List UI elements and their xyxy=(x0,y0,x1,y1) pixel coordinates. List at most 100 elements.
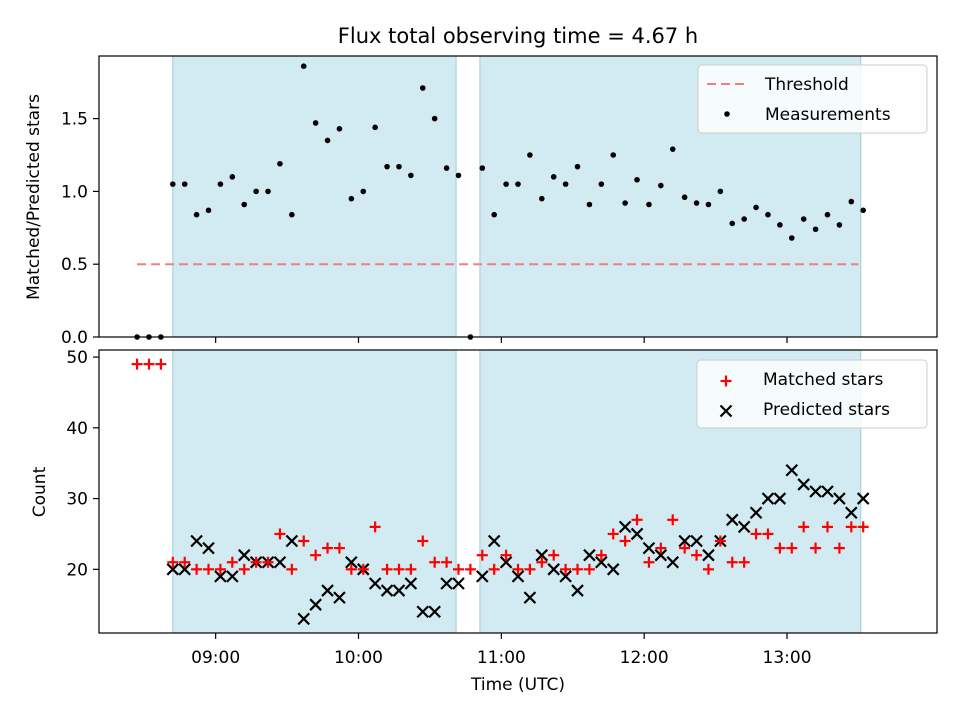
predicted-star-point xyxy=(535,548,549,562)
matched-star-point xyxy=(131,358,143,370)
measurement-point xyxy=(550,174,557,180)
measurement-point xyxy=(419,85,426,91)
predicted-star-point xyxy=(547,563,560,576)
predicted-star-point xyxy=(797,478,810,491)
measurement-point xyxy=(622,200,628,206)
matched-star-point xyxy=(572,563,584,575)
predicted-star-point xyxy=(845,506,858,520)
matched-star-point xyxy=(833,542,845,554)
y-tick-label: 50 xyxy=(66,348,88,368)
measurement-point xyxy=(812,226,819,233)
measurement-point xyxy=(658,182,664,189)
matched-star-point xyxy=(810,542,822,554)
measurement-point xyxy=(848,198,855,205)
top-axes-frame xyxy=(98,55,938,338)
matched-star-point xyxy=(274,528,286,540)
measurement-point xyxy=(669,146,676,152)
matched-star-point xyxy=(155,358,167,370)
predicted-star-point xyxy=(440,577,453,590)
matched-star-point xyxy=(714,535,726,547)
legend-matched-label: Matched stars xyxy=(763,370,883,390)
predicted-star-point xyxy=(571,584,584,597)
measurement-point xyxy=(598,181,605,187)
bottom-x-ticks: 09:00 10:00 11:00 12:00 13:00 xyxy=(191,633,812,668)
matched-star-point xyxy=(203,563,215,575)
matched-star-point xyxy=(441,556,453,568)
matched-star-point xyxy=(821,521,833,533)
matched-star-point xyxy=(464,563,476,575)
chart-title: Flux total observing time = 4.67 h xyxy=(338,24,698,48)
matched-star-point xyxy=(691,549,703,561)
measurement-point xyxy=(681,194,688,201)
measurement-point xyxy=(181,181,188,187)
predicted-star-point xyxy=(666,555,680,569)
measurement-point xyxy=(372,124,378,131)
measurement-point xyxy=(193,211,200,218)
bottom-axes-frame xyxy=(98,349,938,634)
matched-star-point xyxy=(560,563,572,575)
y-tick-label: 0.0 xyxy=(61,328,88,348)
measurement-point xyxy=(443,165,450,171)
matched-star-point xyxy=(214,563,226,575)
matched-star-point xyxy=(143,358,155,370)
matched-star-point xyxy=(238,563,250,575)
legend-matched-marker xyxy=(720,375,732,387)
predicted-star-point xyxy=(618,520,632,534)
measurement-point xyxy=(241,201,248,208)
matched-star-point xyxy=(298,535,310,547)
matched-star-point xyxy=(417,535,429,547)
y-tick-label: 20 xyxy=(66,560,88,580)
predicted-star-point xyxy=(345,555,358,569)
shaded-interval xyxy=(172,55,457,338)
matched-star-point xyxy=(369,521,381,533)
measurement-point xyxy=(753,204,759,211)
measurement-point xyxy=(312,120,319,126)
x-tick-label: 11:00 xyxy=(477,648,526,668)
predicted-star-point xyxy=(321,584,334,597)
predicted-star-point xyxy=(487,534,501,548)
measurement-point xyxy=(824,211,831,218)
matched-star-point xyxy=(667,514,679,526)
matched-star-point xyxy=(345,563,357,575)
top-y-ticks: 0.0 0.5 1.0 1.5 xyxy=(61,110,99,348)
measurement-point xyxy=(574,163,581,170)
matched-star-point xyxy=(619,535,631,547)
measurement-point xyxy=(265,188,271,195)
matched-star-point xyxy=(250,556,262,568)
measurement-point xyxy=(253,188,259,195)
predicted-star-point xyxy=(630,527,644,541)
predicted-star-point xyxy=(380,584,394,597)
measurement-point xyxy=(396,163,402,170)
measurement-point xyxy=(479,165,486,171)
predicted-star-point xyxy=(833,492,846,505)
predicted-star-point xyxy=(821,485,834,498)
predicted-star-point xyxy=(654,548,668,562)
matched-star-point xyxy=(167,556,179,568)
predicted-star-point xyxy=(583,548,596,562)
measurement-point xyxy=(717,188,724,195)
predicted-star-point xyxy=(702,548,715,562)
measurement-point xyxy=(277,160,283,167)
predicted-star-point xyxy=(678,534,691,548)
measurement-point xyxy=(348,195,355,202)
measurement-point xyxy=(455,172,462,179)
predicted-star-point xyxy=(642,541,656,555)
measurement-point xyxy=(800,216,807,222)
predicted-star-point xyxy=(237,548,251,562)
legend-predicted-swatch xyxy=(719,404,733,418)
predicted-star-point xyxy=(809,485,822,498)
measurement-point xyxy=(705,201,712,208)
predicted-star-point xyxy=(523,591,537,604)
predicted-star-point xyxy=(452,577,465,590)
measurement-point xyxy=(408,172,414,179)
legend-predicted-label: Predicted stars xyxy=(763,400,890,420)
predicted-star-point xyxy=(178,563,191,576)
measurement-point xyxy=(336,125,343,132)
measurement-point xyxy=(431,115,438,122)
predicted-star-point xyxy=(416,605,430,619)
matched-star-point xyxy=(548,549,560,561)
predicted-stars-points xyxy=(166,463,870,626)
matched-star-point xyxy=(476,549,488,561)
y-tick-label: 0.5 xyxy=(61,255,88,275)
predicted-star-point xyxy=(392,584,406,597)
